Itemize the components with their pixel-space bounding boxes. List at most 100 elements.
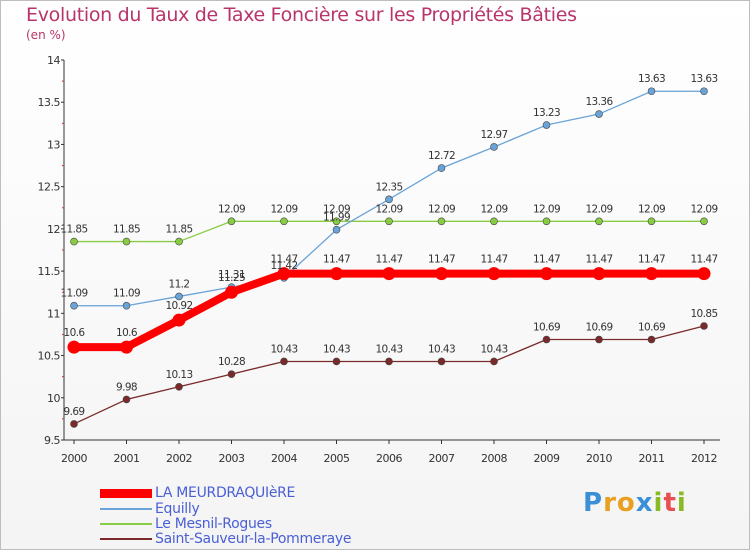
data-point (542, 217, 551, 226)
data-label: 12.09 (428, 203, 455, 215)
legend-label: Saint-Sauveur-la-Pommeraye (155, 531, 352, 547)
data-point (595, 110, 603, 118)
data-label: 11.47 (533, 254, 560, 266)
data-point (490, 217, 498, 226)
data-point (332, 217, 341, 226)
x-tick-label: 2009 (534, 452, 560, 465)
data-label: 10.92 (165, 300, 192, 312)
data-point (227, 370, 236, 378)
data-point (435, 267, 448, 281)
data-point (542, 121, 551, 129)
data-point (700, 217, 708, 226)
data-point (592, 267, 606, 281)
logo-letter: r (603, 488, 617, 518)
data-label: 11.2 (169, 278, 190, 290)
data-label: 10.13 (165, 369, 192, 381)
data-point (700, 322, 708, 330)
legend-swatch-saint-sauveur-la-pommeraye (100, 538, 152, 540)
data-point (700, 87, 708, 96)
legend-label: Equilly (155, 501, 200, 517)
data-label: 12.09 (690, 203, 717, 215)
data-label: 11.47 (375, 254, 402, 266)
x-tick-label: 2005 (324, 452, 350, 465)
data-label: 10.85 (690, 308, 717, 320)
data-point (540, 267, 553, 281)
data-label: 12.09 (638, 203, 665, 215)
chart-subtitle: (en %) (26, 28, 66, 42)
x-tick-label: 2010 (586, 452, 612, 465)
y-tick-label: 12 (47, 223, 60, 236)
data-label: 11.09 (113, 288, 140, 300)
series-la-meurdraqui-re (67, 267, 711, 354)
data-point (437, 357, 446, 366)
data-label: 11.09 (60, 288, 87, 300)
x-tick-label: 2007 (429, 452, 455, 465)
data-label: 11.31 (218, 269, 245, 281)
logo-letter: P (583, 488, 604, 518)
data-label: 10.69 (533, 322, 560, 334)
data-point (385, 195, 393, 204)
y-tick-label: 12.5 (38, 181, 61, 194)
data-point (645, 267, 658, 281)
x-tick-label: 2000 (61, 452, 87, 465)
data-point (120, 340, 133, 354)
data-label: 12.97 (480, 129, 507, 141)
x-tick-label: 2012 (691, 452, 717, 465)
data-label: 12.35 (375, 181, 402, 193)
data-point (647, 87, 656, 96)
data-point (70, 301, 78, 310)
labels-le-mesnil-rogues: 11.85 11.85 11.85 12.09 12.09 12.09 12.09 12.09… (60, 203, 718, 236)
series-saint-sauveur-la-pommeraye (70, 322, 708, 428)
series-equilly (70, 87, 708, 310)
data-point (697, 267, 711, 281)
data-label: 12.09 (323, 203, 350, 215)
data-label: 11.47 (428, 254, 455, 266)
x-tick-label: 2011 (639, 452, 665, 465)
data-label: 13.36 (585, 96, 613, 108)
data-point (647, 217, 656, 226)
logo-letter: o (616, 488, 636, 518)
data-point (385, 217, 393, 226)
data-label: 10.6 (64, 327, 86, 339)
y-tick-label: 11 (47, 307, 60, 320)
logo-letter: x (635, 488, 654, 518)
legend-item-equilly[interactable]: Equilly (100, 501, 200, 517)
x-axis-ticks: 2000 2001 2002 2003 2004 2005 2006 2007 2008 2009… (61, 440, 718, 465)
legend-item-saint-sauveur-la-pommeraye[interactable]: Saint-Sauveur-la-Pommeraye (100, 531, 351, 547)
data-label: 10.28 (218, 356, 245, 368)
data-point (595, 335, 603, 344)
data-point (70, 420, 78, 428)
x-tick-label: 2008 (481, 452, 507, 465)
y-tick-label: 13 (47, 138, 60, 151)
y-tick-label: 14 (47, 54, 60, 67)
legend-item-la-meurdraquiere[interactable]: LA MEURDRAQUIèRE (100, 485, 295, 501)
data-label: 11.47 (585, 254, 612, 266)
data-point (277, 267, 291, 281)
data-point (490, 143, 498, 151)
legend-item-le-mesnil-rogues[interactable]: Le Mesnil-Rogues (100, 516, 272, 532)
data-point (487, 267, 501, 281)
data-label: 11.47 (480, 254, 507, 266)
data-point (332, 357, 341, 366)
data-label: 13.63 (638, 73, 665, 85)
data-point (595, 217, 603, 226)
labels-equilly: 11.09 11.09 11.2 11.31 11.42 11.99 12.35 12.72 1… (60, 73, 718, 300)
y-axis-ticks: 9.5 10 10.5 11 11.5 12 12.5 13 13.5 14 (38, 54, 64, 447)
data-label: 12.72 (428, 150, 455, 162)
y-tick-label: 9.5 (44, 434, 60, 447)
data-label: 10.43 (428, 343, 455, 355)
legend-swatch-la-meurdraquiere (100, 488, 152, 498)
chart-axes (63, 60, 720, 441)
data-label: 11.85 (165, 224, 192, 236)
data-label: 9.98 (116, 381, 137, 393)
data-label: 13.23 (533, 107, 560, 119)
data-point (67, 340, 81, 354)
proxiti-logo: Proxiti (583, 488, 687, 518)
data-label: 9.69 (64, 406, 85, 418)
data-label: 10.43 (375, 343, 402, 355)
data-label: 11.85 (113, 224, 140, 236)
data-point (542, 335, 551, 344)
